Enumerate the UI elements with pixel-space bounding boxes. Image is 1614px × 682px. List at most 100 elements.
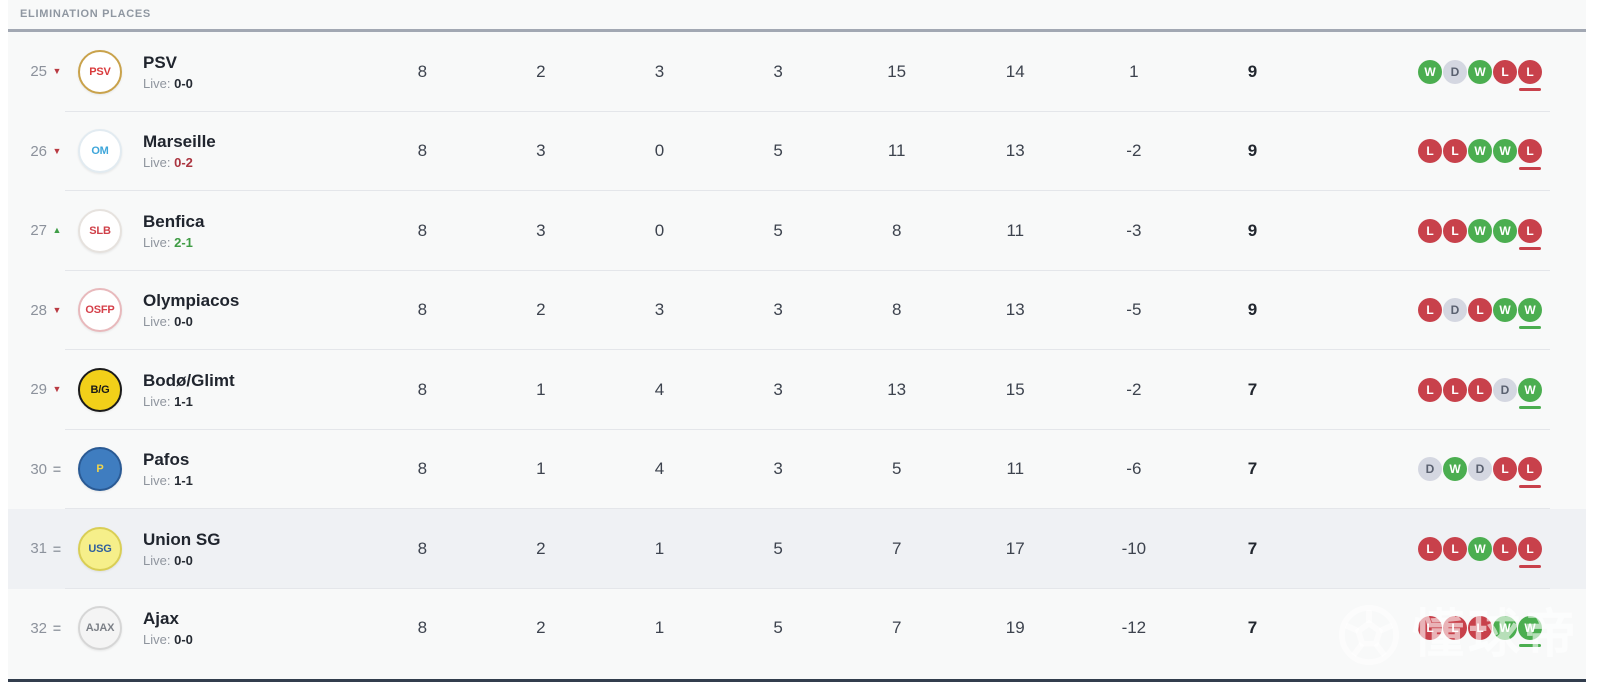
form-badge-l: L [1418, 218, 1442, 243]
live-label: Live: [143, 552, 171, 568]
stat-draws: 4 [654, 459, 665, 479]
stat-losses: 3 [773, 379, 783, 399]
form-badge-l: L [1518, 139, 1542, 171]
table-row[interactable]: 28 ▼ OSFP Olympiacos Live: 0-0 8 2 3 3 8… [8, 271, 1586, 351]
table-row[interactable]: 27 ▲ SLB Benfica Live: 2-1 8 3 0 5 8 11 … [8, 191, 1586, 271]
stat-draws: 3 [654, 300, 665, 320]
live-label: Live: [143, 234, 171, 250]
stat-goals-against: 11 [1006, 220, 1025, 240]
form-badge-l: L [1443, 377, 1467, 402]
rank-label: 30 [30, 460, 47, 478]
stat-losses: 5 [773, 220, 783, 240]
form-badge-l: L [1493, 59, 1517, 84]
live-label: Live: [143, 473, 171, 489]
team-crest: USG [78, 526, 122, 571]
form-badge-w: W [1468, 218, 1492, 243]
stat-played: 8 [417, 141, 428, 161]
stat-goal-diff: -10 [1121, 538, 1147, 558]
live-score: 0-2 [174, 155, 193, 171]
form-badge-w: W [1518, 377, 1542, 409]
form-badge-w: W [1493, 139, 1517, 164]
form-badge-l: L [1493, 536, 1517, 561]
team-name: Benfica [143, 211, 205, 231]
form-badge-l: L [1518, 218, 1542, 250]
team-crest: AJAX [78, 606, 122, 651]
form-badge-d: D [1443, 298, 1467, 323]
stat-goals-for: 8 [891, 300, 902, 320]
live-score: 1-1 [174, 393, 193, 409]
rank-label: 27 [30, 222, 47, 240]
rank-label: 31 [30, 540, 47, 558]
standings-board: ELIMINATION PLACES 25 ▼ PSV PSV Live: 0-… [8, 0, 1586, 682]
form-badge-w: W [1418, 59, 1442, 84]
movement-indicator: = [52, 620, 62, 637]
stat-losses: 5 [773, 141, 783, 161]
form-badge-w: W [1468, 536, 1492, 561]
form-badge-l: L [1518, 457, 1542, 489]
table-row[interactable]: 30 = P Pafos Live: 1-1 8 1 4 3 5 11 -6 7… [8, 430, 1586, 510]
form-badge-l: L [1418, 298, 1442, 323]
stat-goals-against: 17 [1005, 538, 1025, 558]
table-row[interactable]: 26 ▼ OM Marseille Live: 0-2 8 3 0 5 11 1… [8, 112, 1586, 192]
form-badge-w: W [1468, 139, 1492, 164]
live-label: Live: [143, 393, 171, 409]
team-crest: OSFP [78, 288, 122, 333]
form-badge-d: D [1468, 457, 1492, 482]
section-divider [8, 29, 1586, 32]
stat-goal-diff: -12 [1121, 618, 1147, 638]
team-name: Union SG [143, 529, 221, 549]
team-name: Olympiacos [143, 291, 240, 311]
stat-losses: 3 [773, 300, 783, 320]
stat-played: 8 [417, 618, 428, 638]
stat-played: 8 [417, 459, 428, 479]
stat-losses: 3 [773, 61, 783, 81]
form-badge-l: L [1518, 536, 1542, 568]
stat-goals-for: 8 [891, 220, 902, 240]
stat-goals-for: 13 [887, 379, 907, 399]
team-crest: PSV [78, 49, 122, 94]
live-line: Live: 2-1 [143, 235, 363, 250]
table-row[interactable]: 32 = AJAX Ajax Live: 0-0 8 2 1 5 7 19 -1… [8, 589, 1586, 669]
stat-goal-diff: -2 [1126, 379, 1142, 399]
table-row[interactable]: 31 = USG Union SG Live: 0-0 8 2 1 5 7 17… [8, 509, 1586, 589]
stat-goals-for: 11 [887, 141, 906, 161]
stat-wins: 2 [536, 61, 546, 81]
stat-goals-against: 11 [1006, 459, 1025, 479]
stat-played: 8 [417, 61, 428, 81]
team-name: Pafos [143, 450, 190, 470]
live-line: Live: 0-0 [143, 76, 363, 91]
stat-goals-for: 5 [891, 459, 902, 479]
live-line: Live: 0-0 [143, 314, 363, 329]
form-badge-d: D [1493, 377, 1517, 402]
table-row[interactable]: 25 ▼ PSV PSV Live: 0-0 8 2 3 3 15 14 1 9… [8, 32, 1586, 112]
stat-goals-for: 7 [891, 618, 902, 638]
stat-played: 8 [417, 379, 428, 399]
stat-points: 7 [1247, 618, 1258, 638]
form-badge-l: L [1468, 616, 1492, 641]
team-crest: P [78, 447, 122, 492]
movement-indicator: ▼ [52, 66, 62, 77]
live-label: Live: [143, 155, 171, 171]
form-badge-l: L [1468, 298, 1492, 323]
stat-losses: 3 [773, 459, 783, 479]
form-badge-d: D [1443, 59, 1467, 84]
table-row[interactable]: 29 ▼ B/G Bodø/Glimt Live: 1-1 8 1 4 3 13… [8, 350, 1586, 430]
form-badge-d: D [1418, 457, 1442, 482]
live-label: Live: [143, 314, 171, 330]
stat-played: 8 [417, 220, 428, 240]
stat-points: 7 [1247, 379, 1258, 399]
live-score: 2-1 [174, 234, 193, 250]
form-badge-w: W [1443, 457, 1467, 482]
form-badge-l: L [1468, 377, 1492, 402]
stat-goal-diff: -5 [1126, 300, 1142, 320]
movement-indicator: ▲ [52, 225, 62, 236]
stat-points: 9 [1247, 220, 1258, 240]
stat-goals-against: 13 [1005, 141, 1025, 161]
stat-goals-against: 14 [1005, 61, 1025, 81]
